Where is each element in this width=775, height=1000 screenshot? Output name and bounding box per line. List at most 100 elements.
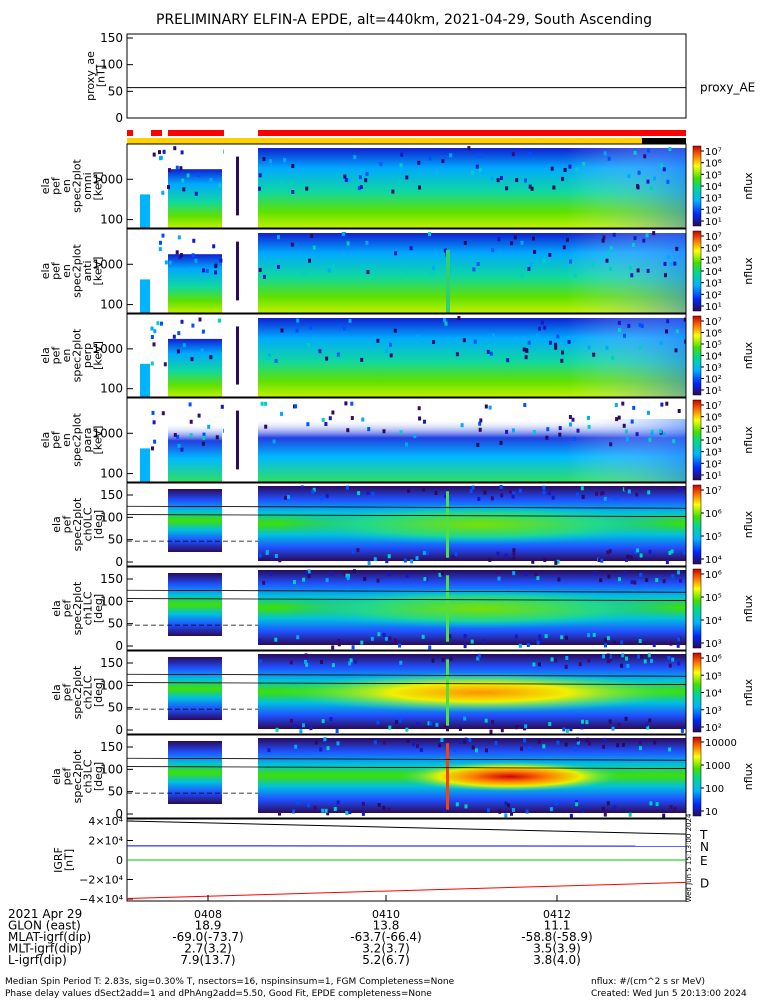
panel-frame [126,313,687,398]
energy-speckle [554,342,558,347]
pitch-speckle [377,803,381,807]
pitch-speckle [599,578,603,583]
pitch-speckle [668,550,672,555]
energy-speckle [264,401,268,406]
y-axis-label-line: spec2plot [70,244,83,298]
y-axis-label-line: ela [50,684,63,701]
colorbar-label: nflux [742,341,755,369]
energy-speckle [309,325,313,330]
y-axis-label-line: ela [39,347,52,364]
colorbar-tick-label: 10⁶ [705,244,722,255]
pitch-speckle [471,485,475,490]
energy-speckle [173,433,177,437]
y-tick-label: 100 [100,678,123,692]
pitch-speckle [504,801,508,806]
pitch-band-early [168,741,222,804]
pitch-speckle [326,746,330,751]
energy-speckle [631,243,635,247]
energy-band-fade [258,233,686,313]
pitch-speckle [421,634,425,639]
energy-speckle [617,415,621,420]
energy-speckle [545,435,549,440]
pitch-speckle [431,658,435,663]
pitch-speckle [296,635,300,640]
energy-speckle [666,255,670,260]
colorbar-tick-label: 10¹ [705,217,722,228]
series-label-E: E [700,854,708,868]
pitch-speckle [336,741,340,746]
energy-speckle [277,265,280,269]
energy-speckle [443,318,447,323]
colorbar-tick-label: 10⁵ [705,671,722,682]
energy-speckle [475,164,479,169]
energy-speckle [505,186,509,191]
energy-speckle [328,416,332,421]
y-axis-label-line: pef [61,599,74,618]
energy-speckle [160,321,163,326]
y-axis-label-line: pef [49,261,62,280]
pitch-speckle [518,643,522,648]
energy-speckle [400,169,404,174]
pitch-speckle [648,718,652,723]
energy-band-early-strip [140,194,150,228]
energy-speckle [499,176,503,180]
energy-speckle [290,242,294,247]
pitch-speckle [671,574,675,579]
status-bar-red [168,130,224,136]
panel-data [127,483,686,566]
pitch-speckle [366,491,370,495]
pitch-speckle [482,639,486,644]
pitch-speckle [592,632,596,637]
pitch-speckle [357,491,361,496]
pitch-speckle [311,489,315,494]
energy-speckle [307,342,310,347]
panel-data [127,567,686,650]
energy-speckle [151,446,154,451]
data-gap [224,483,258,566]
energy-speckle [462,338,466,343]
y-tick-label: −2×10⁴ [79,874,123,887]
energy-speckle [180,447,184,452]
energy-speckle [182,187,186,192]
energy-speckle [342,326,346,331]
pitch-speckle [348,810,352,815]
pitch-speckle [556,740,560,745]
panel-spec-en-2: 1000 100 [92,228,687,314]
pitch-core [280,504,680,545]
pitch-speckle [382,805,386,810]
pitch-speckle [377,632,381,637]
pitch-speckle [326,811,330,816]
pitch-speckle [385,559,389,564]
pitch-speckle [497,576,501,581]
y-axis-label-line: perp [81,343,94,368]
energy-speckle [642,238,646,243]
y-tick-label: 0 [115,807,123,821]
energy-speckle [627,323,631,328]
energy-speckle [486,349,490,354]
energy-speckle [218,183,222,188]
colorbar-tick-label: 10³ [705,194,722,205]
energy-speckle [608,266,612,271]
pitch-speckle [638,746,642,751]
loss-cone-line [127,682,686,685]
pitch-speckle [542,485,546,490]
pitch-speckle [422,487,425,492]
pitch-speckle [581,719,584,724]
energy-speckle [478,427,482,432]
energy-speckle [569,259,572,264]
energy-speckle [505,429,509,434]
colorbar-strip [692,315,702,396]
energy-speckle [490,176,494,181]
energy-speckle [615,417,619,422]
y-tick-label: 150 [100,31,123,45]
pitch-speckle [331,663,335,668]
energy-speckle [638,345,642,350]
pitch-core [280,672,680,713]
status-bar-red [258,130,686,136]
energy-speckle [640,324,644,328]
pitch-speckle [548,722,552,726]
pitch-speckle [639,572,643,577]
y-tick-label: 0 [116,854,123,867]
